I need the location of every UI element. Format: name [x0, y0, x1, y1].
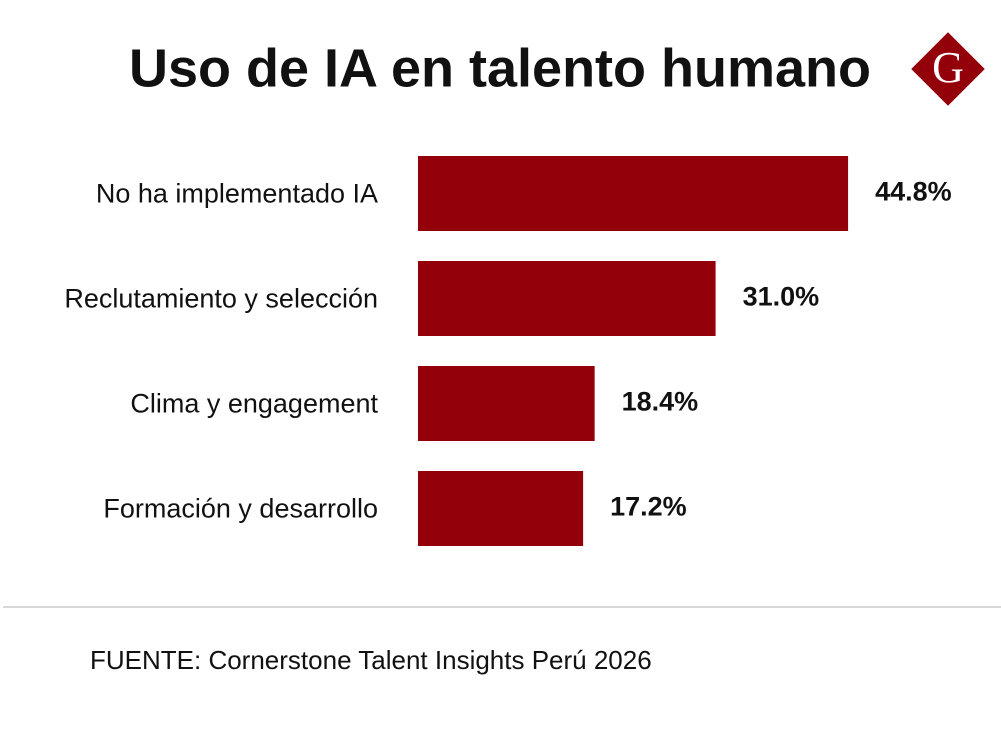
logo-text: G: [932, 43, 964, 92]
source: FUENTE: Cornerstone Talent Insights Perú…: [90, 645, 652, 675]
bar: [418, 366, 595, 441]
value-label: 17.2%: [610, 492, 687, 522]
category-label: Clima y engagement: [130, 389, 378, 419]
value-label: 18.4%: [622, 387, 699, 417]
category-label: No ha implementado IA: [96, 179, 378, 209]
logo: G: [911, 32, 985, 106]
bar: [418, 156, 849, 231]
logo-diamond: [911, 32, 985, 106]
category-label: Reclutamiento y selección: [64, 284, 378, 314]
value-label: 31.0%: [743, 282, 820, 312]
category-label: Formación y desarrollo: [103, 494, 378, 524]
chart-title: Uso de IA en talento humano: [129, 38, 871, 98]
bar: [418, 471, 584, 546]
bar: [418, 261, 716, 336]
value-label: 44.8%: [875, 177, 952, 207]
